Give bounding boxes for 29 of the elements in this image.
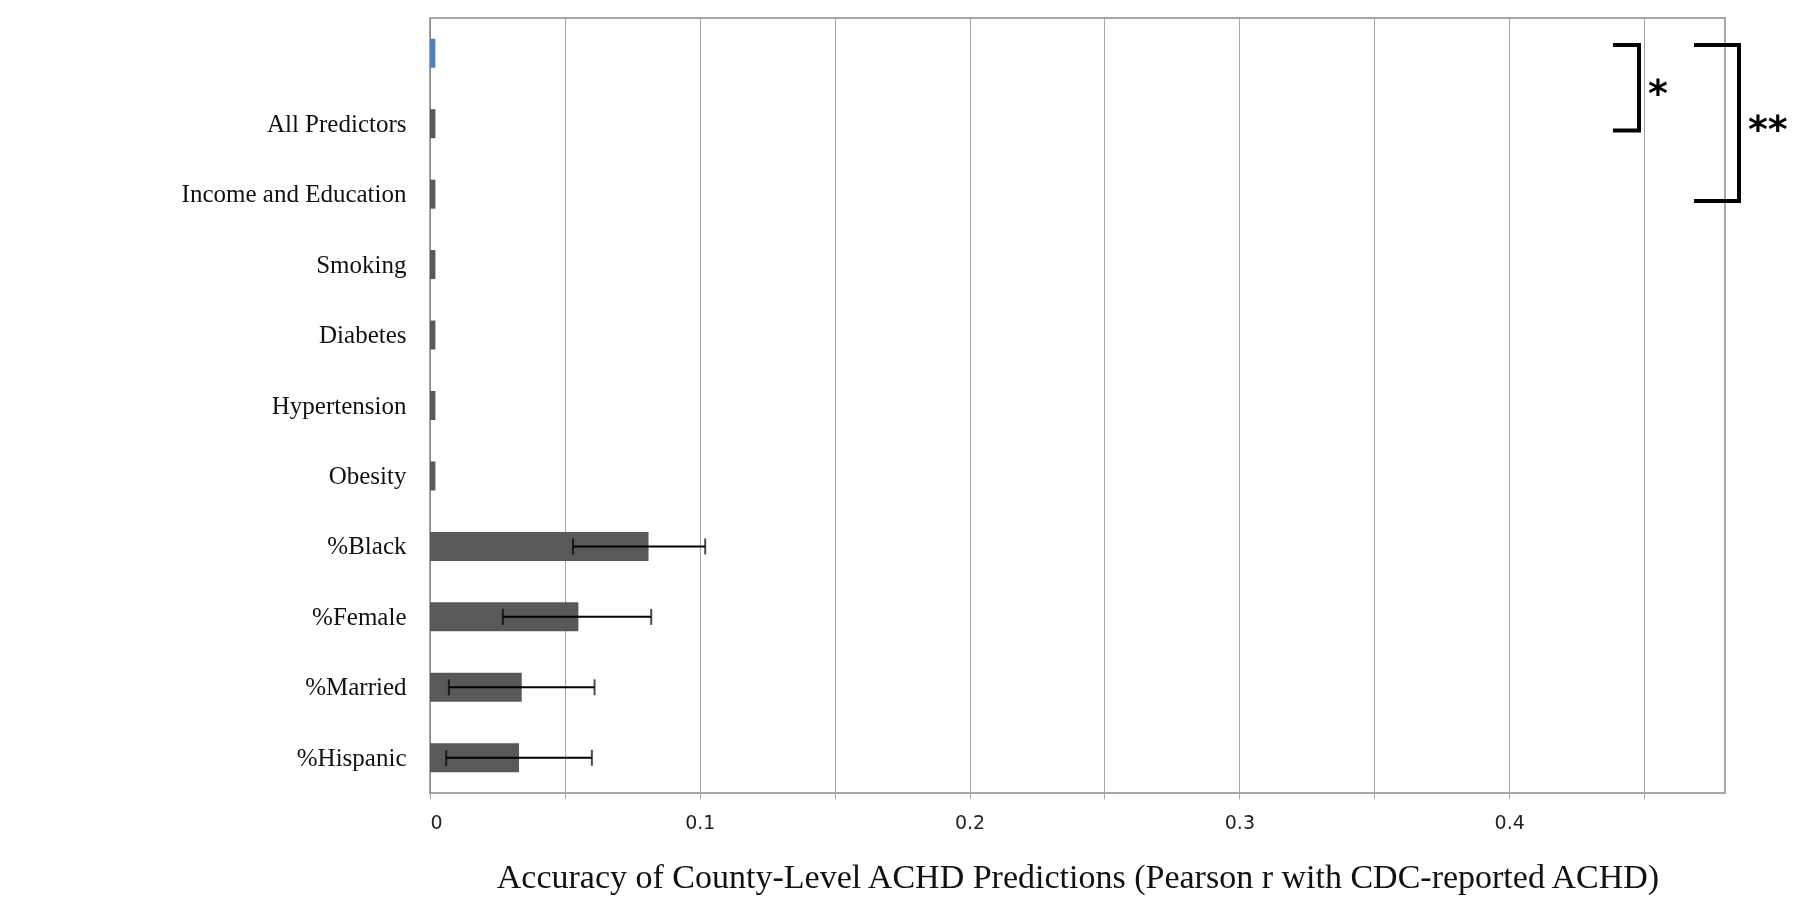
bar — [430, 109, 436, 139]
y-tick-label: Obesity — [328, 461, 407, 489]
y-tick-label: Income and Education — [181, 180, 407, 208]
bar — [430, 179, 436, 209]
x-tick-label: 0.3 — [1224, 810, 1255, 833]
y-tick-label: %Black — [327, 532, 407, 560]
y-tick-label: %Female — [312, 602, 407, 630]
x-axis-title: Accuracy of County-Level ACHD Predictions (Pearson r with CDC-reported ACHD) — [496, 857, 1660, 896]
x-tick-label: 0.4 — [1494, 810, 1525, 833]
x-tick-label: 0 — [430, 810, 443, 833]
bar — [430, 250, 436, 280]
bar — [430, 38, 436, 68]
y-tick-label: Hypertension — [271, 391, 407, 419]
x-tick-label: 0.1 — [685, 810, 716, 833]
bar — [430, 743, 520, 773]
annotation: * — [1648, 71, 1668, 116]
bar — [430, 461, 436, 491]
text: ** — [1748, 106, 1788, 151]
y-tick-label: %Hispanic — [296, 743, 407, 771]
bar — [430, 531, 649, 561]
y-tick-label: Diabetes — [319, 321, 407, 349]
bar — [430, 391, 436, 420]
bar — [430, 320, 436, 350]
bar — [430, 672, 522, 702]
y-tick-label: %Married — [305, 673, 407, 701]
x-tick-label: 0.2 — [954, 810, 986, 833]
y-tick-label: All Predictors — [266, 109, 407, 137]
bar — [430, 602, 579, 632]
y-tick-label: Smoking — [316, 250, 407, 278]
